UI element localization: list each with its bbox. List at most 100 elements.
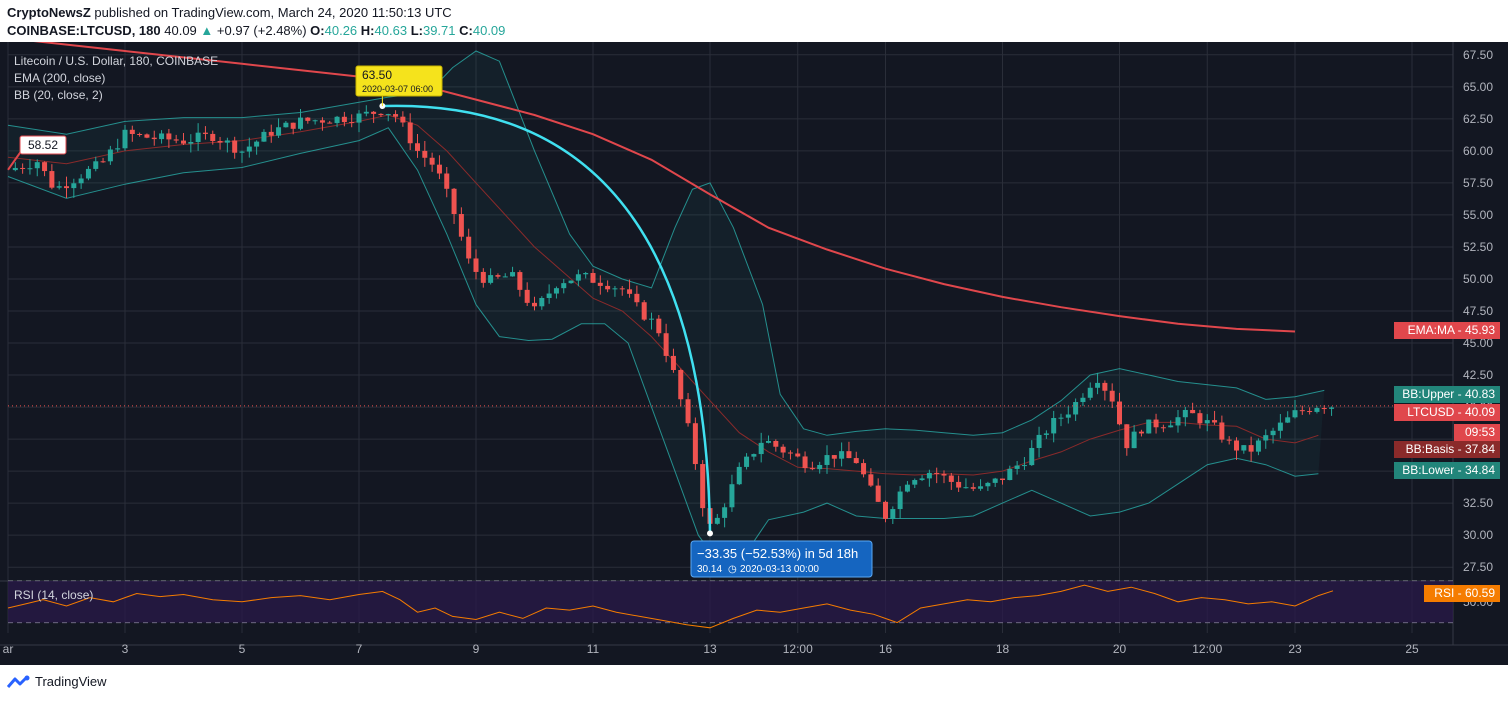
candle-body (115, 148, 121, 150)
candle-body (663, 333, 669, 356)
price-label: BB:Basis - 37.84 (1394, 441, 1500, 458)
rsi-label-text: RSI - 60.59 (1434, 586, 1495, 600)
peak-callout: 63.50 2020-03-07 06:00 (355, 65, 443, 97)
candle-body (875, 485, 881, 502)
price-label: LTCUSD - 40.09 (1394, 404, 1500, 421)
drop-price: 30.14 (697, 564, 722, 575)
tradingview-logo[interactable]: TradingView (7, 674, 107, 689)
candle-body (195, 132, 201, 142)
candle-body (1270, 430, 1276, 436)
price-label: 09:53 (1454, 424, 1500, 441)
clock-icon: ◷ (728, 564, 737, 575)
publish-line: CryptoNewsZ published on TradingView.com… (7, 5, 452, 20)
candle-body (202, 132, 208, 134)
candle-body (510, 272, 516, 277)
rsi-label-bg (1424, 585, 1500, 602)
candle-body (502, 276, 508, 278)
candle-body (312, 120, 318, 122)
candle-body (1153, 419, 1159, 428)
candle-body (597, 282, 603, 286)
candle-body (1160, 427, 1166, 429)
y-tick-label: 62.50 (1463, 112, 1493, 126)
candle-body (802, 456, 808, 469)
candle-body (71, 183, 77, 189)
candle-body (670, 355, 676, 370)
candle-body (444, 173, 450, 189)
open-value: 40.26 (324, 23, 358, 38)
candle-body (619, 288, 625, 290)
price-label-text: 09:53 (1465, 425, 1495, 439)
candle-body (341, 116, 347, 123)
candle-body (656, 318, 662, 334)
candle-body (1080, 397, 1086, 403)
candle-body (1234, 440, 1239, 451)
candle-body (107, 149, 113, 162)
x-tick-label: 9 (473, 642, 480, 656)
candle-body (1314, 408, 1320, 412)
candle-body (480, 271, 486, 283)
candle-body (575, 274, 581, 281)
brand-name: TradingView (35, 674, 107, 689)
candle-body (1117, 401, 1122, 425)
price-label-bg (1454, 424, 1500, 441)
candle-body (1095, 382, 1101, 388)
drop-arc (382, 104, 712, 534)
candle-body (1255, 440, 1261, 452)
candle-body (590, 273, 596, 283)
candle-body (1058, 417, 1064, 419)
candle-body (363, 111, 369, 114)
rsi-band (8, 581, 1453, 623)
candle-body (912, 480, 918, 485)
candle-body (1241, 445, 1247, 451)
x-tick-label: 12:00 (1192, 642, 1222, 656)
candle-body (1102, 382, 1108, 391)
candle-body (766, 440, 771, 443)
price-label-bg (1394, 441, 1500, 458)
rsi-line (7, 584, 1334, 629)
candle-body (941, 473, 947, 476)
candle-body (736, 466, 742, 485)
candle-body (34, 162, 40, 169)
publisher-name[interactable]: CryptoNewsZ (7, 5, 91, 20)
candle-body (407, 122, 413, 144)
bb-upper-line (7, 50, 1325, 436)
candle-body (839, 451, 845, 459)
candle-body (1182, 409, 1188, 418)
candle-body (181, 140, 186, 144)
candle-body (1329, 407, 1335, 409)
candle-body (692, 423, 698, 465)
legend-title[interactable]: Litecoin / U.S. Dollar, 180, COINBASE (14, 54, 218, 68)
candle-body (1109, 390, 1115, 402)
candle-body (795, 453, 801, 457)
candle-body (883, 501, 888, 519)
candle-body (1248, 445, 1254, 452)
open-label: O: (310, 23, 325, 38)
candle-body (605, 285, 611, 290)
last-price: 40.09 (164, 23, 197, 38)
candle-body (685, 399, 691, 424)
candle-body (393, 114, 399, 117)
candle-body (173, 139, 179, 141)
price-label-text: LTCUSD - 40.09 (1407, 405, 1495, 419)
candle-body (85, 168, 91, 179)
time-axis[interactable]: ar 3 5 7 9 11 13 12:00 16 18 20 12:00 23 25 (3, 642, 1419, 656)
candle-body (963, 487, 969, 489)
candle-body (1073, 402, 1079, 415)
candle-body (583, 273, 589, 275)
legend-ema[interactable]: EMA (200, close) (14, 71, 105, 85)
legend-bb[interactable]: BB (20, close, 2) (14, 88, 103, 102)
candle-body (422, 150, 428, 158)
candle-body (744, 456, 750, 467)
candle-body (93, 161, 99, 169)
candle-body (488, 275, 494, 283)
peak-price: 63.50 (362, 68, 392, 82)
candle-body (729, 484, 735, 508)
candle-body (473, 258, 479, 272)
price-chart[interactable]: 67.50 65.00 62.50 60.00 57.50 55.00 52.50 50.00… (0, 42, 1508, 665)
y-tick-label: 30.00 (1463, 528, 1493, 542)
candle-body (948, 475, 954, 482)
published-text: published on TradingView.com, March 24, … (94, 5, 452, 20)
legend-rsi[interactable]: RSI (14, close) (14, 588, 93, 602)
candle-body (232, 140, 238, 153)
candle-body (458, 214, 464, 237)
